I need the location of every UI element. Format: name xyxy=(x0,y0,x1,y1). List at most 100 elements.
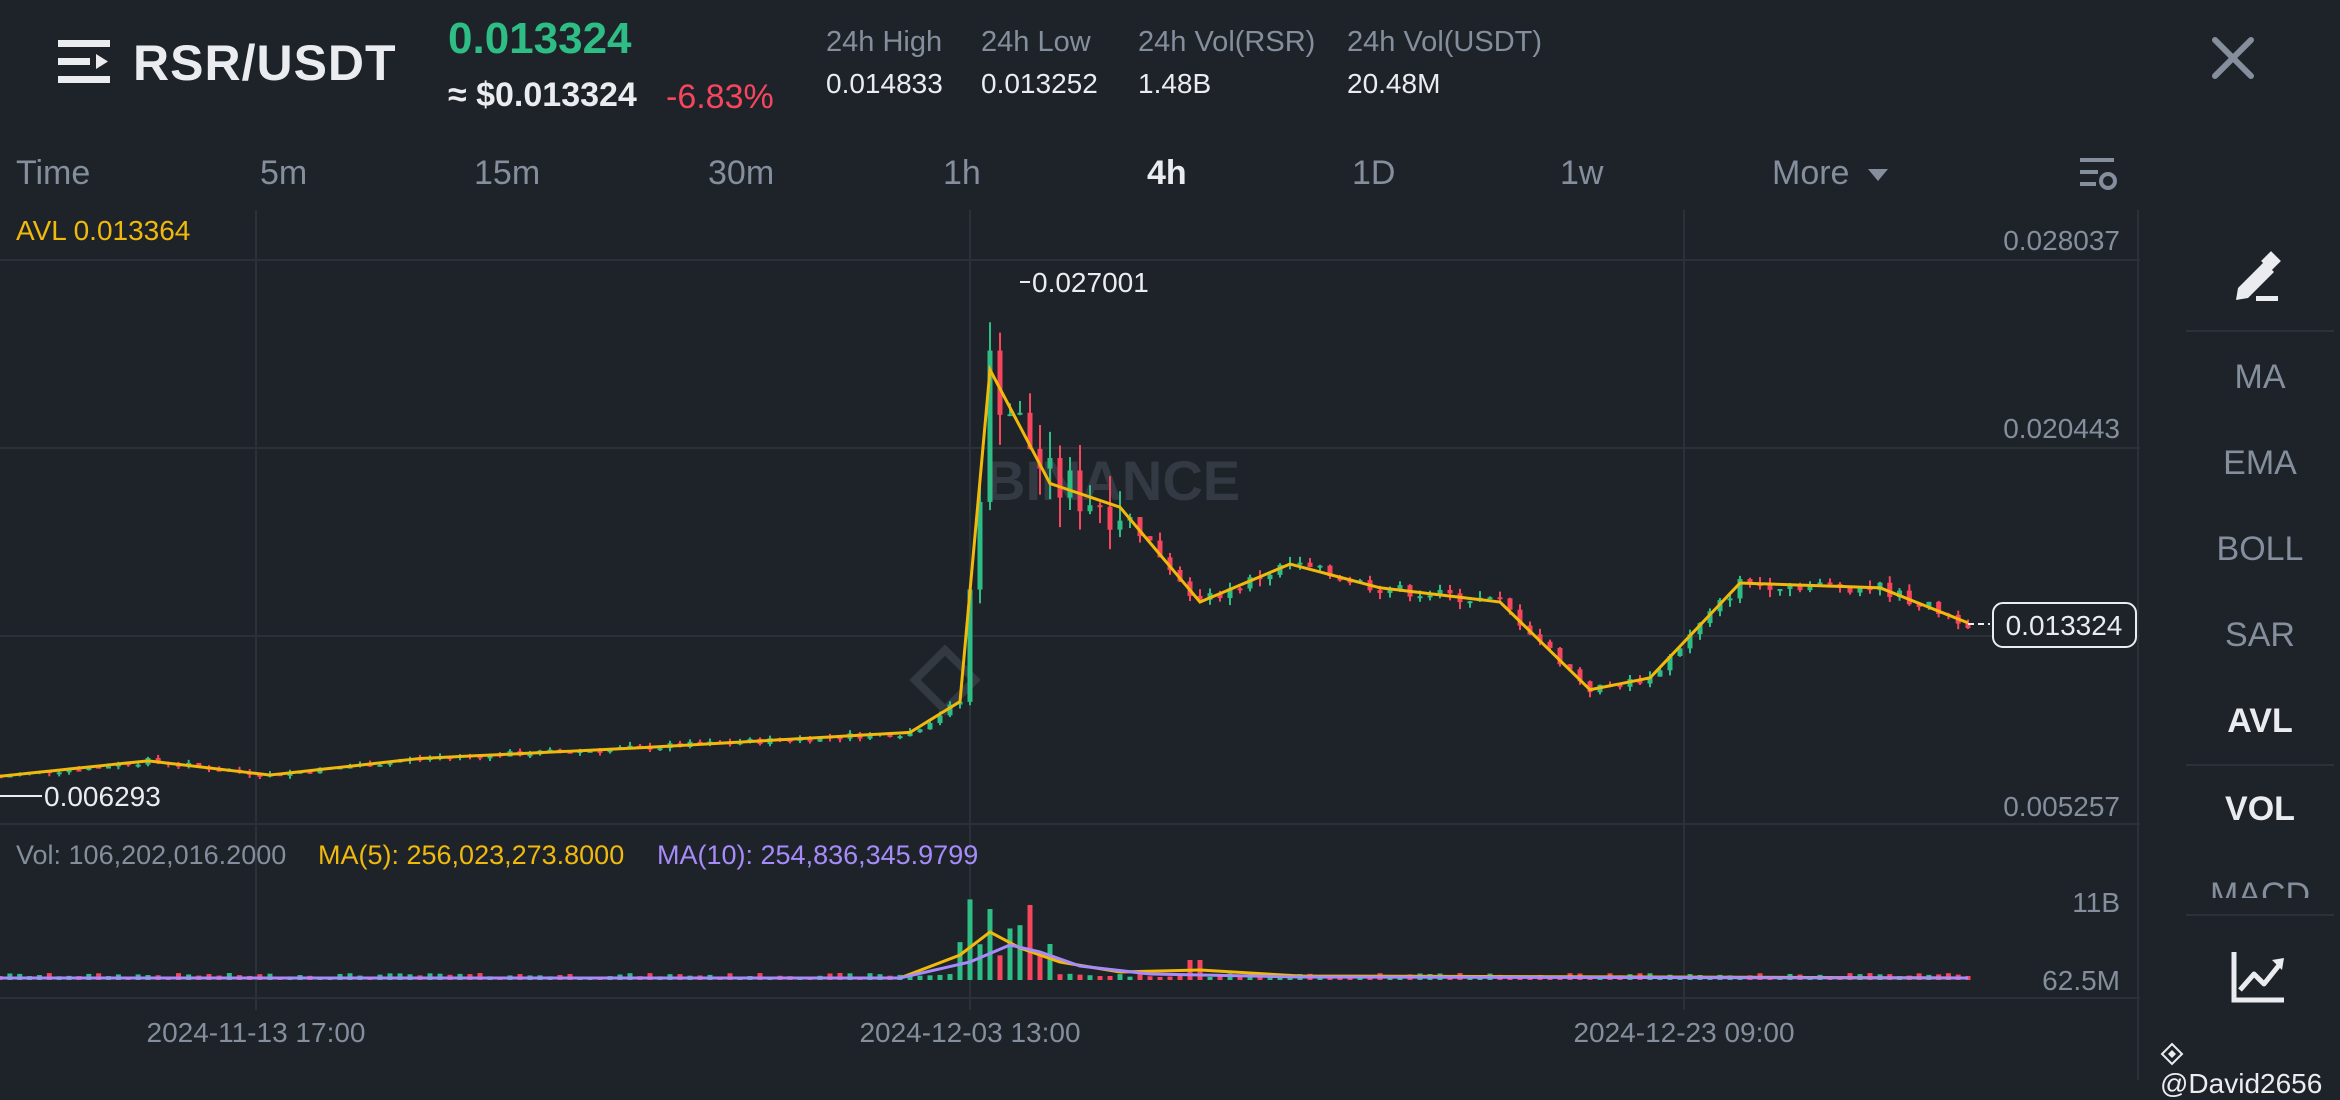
tab-more[interactable]: More xyxy=(1772,154,1889,193)
chart-grid xyxy=(0,210,2140,1080)
candle-body xyxy=(1297,562,1303,565)
rail-divider xyxy=(2186,914,2334,916)
candle-body xyxy=(1007,414,1013,417)
indicator-sar[interactable]: SAR xyxy=(2225,616,2295,654)
stat-value-24h-high: 0.014833 xyxy=(826,68,943,99)
indicator-avl[interactable]: AVL xyxy=(2227,702,2293,740)
volume-bar xyxy=(917,975,923,980)
pencil-icon[interactable] xyxy=(2228,246,2288,306)
candle-body xyxy=(96,766,102,769)
candle-body xyxy=(917,729,923,733)
tab-15m[interactable]: 15m xyxy=(474,154,541,192)
candle-body xyxy=(1547,641,1553,649)
tab-4h[interactable]: 4h xyxy=(1147,154,1187,192)
candle-body xyxy=(567,751,573,754)
candle-body xyxy=(1397,585,1403,591)
volume-bar xyxy=(1167,976,1173,980)
volume-bar xyxy=(977,944,983,980)
volume-bar xyxy=(1007,928,1013,980)
candle-body xyxy=(987,350,993,502)
vol-ma10-line xyxy=(0,943,1969,980)
candle-body xyxy=(1447,590,1453,594)
candle-body xyxy=(1647,676,1653,684)
price-axis-label: 0.028037 xyxy=(2003,225,2120,256)
candle-body xyxy=(387,762,393,765)
candle-body xyxy=(1965,623,1971,629)
avl-series-line xyxy=(0,364,1969,778)
volume-bar xyxy=(1177,975,1183,980)
time-axis-label: 2024-11-13 17:00 xyxy=(147,1017,366,1048)
vol-axis-label: 11B xyxy=(2072,887,2120,918)
time-axis-label: 2024-12-23 09:00 xyxy=(1573,1017,1794,1048)
tab-time[interactable]: Time xyxy=(16,154,91,192)
indicator-boll[interactable]: BOLL xyxy=(2216,530,2304,568)
candle-body xyxy=(1497,597,1503,600)
candle-body xyxy=(837,737,843,740)
volume-bar xyxy=(1057,974,1063,980)
price-axis-label: 0.005257 xyxy=(2003,791,2120,822)
volume-bar xyxy=(1047,943,1053,980)
candle-body xyxy=(657,748,663,751)
candle-body xyxy=(1517,609,1523,626)
candle-body xyxy=(927,723,933,730)
caret-down-icon xyxy=(1867,169,1888,182)
candle-body xyxy=(1537,634,1543,642)
volume-bar xyxy=(1217,973,1223,980)
tab-1w[interactable]: 1w xyxy=(1560,154,1604,192)
candle-body xyxy=(1887,582,1893,598)
candle-body xyxy=(1867,587,1873,591)
vol-ma5-line xyxy=(0,930,1969,980)
stat-label-24h-vol-usdt: 24h Vol(USDT) xyxy=(1347,26,1543,58)
volume-bar xyxy=(1137,973,1143,980)
indicator-ema[interactable]: EMA xyxy=(2223,444,2297,482)
candle-body xyxy=(937,715,943,724)
tab-30m[interactable]: 30m xyxy=(708,154,775,192)
volume-bar xyxy=(907,975,913,980)
candle-body xyxy=(1807,584,1813,591)
menu-icon[interactable] xyxy=(58,38,110,86)
candlestick-chart[interactable]: BINANCE AVL 0.013364 0.028037 0.020443 0… xyxy=(0,210,2140,1080)
candle-body xyxy=(1697,623,1703,635)
current-price-label: 0.013324 xyxy=(2006,610,2123,641)
volume-bar xyxy=(987,909,993,980)
candle-body xyxy=(1827,582,1833,585)
volume-ma-lines xyxy=(0,930,1969,980)
indicator-vol[interactable]: VOL xyxy=(2225,790,2295,828)
tab-5m[interactable]: 5m xyxy=(260,154,308,192)
indicator-ma[interactable]: MA xyxy=(2234,358,2286,396)
candle-body xyxy=(1487,597,1493,600)
candle-body xyxy=(257,774,263,777)
candle-body xyxy=(547,749,553,752)
candle-body xyxy=(1777,589,1783,592)
indicator-macd[interactable]: MACD xyxy=(2209,876,2311,898)
pair-title: RSR/USDT xyxy=(133,35,397,91)
volume-bar xyxy=(1087,975,1093,980)
vol-ma10-legend: MA(10): 254,836,345.9799 xyxy=(657,840,978,870)
candle-body xyxy=(196,762,202,767)
volume-bar xyxy=(1257,976,1263,980)
candle-body xyxy=(1027,412,1033,449)
candle-body xyxy=(1667,656,1673,671)
candle-body xyxy=(1097,505,1103,508)
binance-watermark: BINANCE xyxy=(909,449,1240,716)
volume-bar xyxy=(1027,904,1033,980)
candle-body xyxy=(807,738,813,742)
close-icon[interactable] xyxy=(2205,30,2261,86)
candle-body xyxy=(1227,588,1233,599)
candle-body xyxy=(1237,588,1243,591)
chart-settings-icon[interactable] xyxy=(2078,154,2118,194)
rail-divider xyxy=(2186,330,2334,332)
vol-ma5-legend: MA(5): 256,023,273.8000 xyxy=(318,840,624,870)
tab-1h[interactable]: 1h xyxy=(943,154,981,192)
stat-value-24h-vol-usdt: 20.48M xyxy=(1347,68,1441,99)
candle-body xyxy=(1167,557,1173,571)
volume-bar xyxy=(1097,976,1103,980)
volume-bars xyxy=(0,899,1971,980)
candle-body xyxy=(1117,520,1123,530)
candle-body xyxy=(1067,470,1073,498)
candle-body xyxy=(907,732,913,737)
binance-logo-icon xyxy=(2160,1042,2184,1066)
candle-body xyxy=(1567,664,1573,670)
tab-1d[interactable]: 1D xyxy=(1352,154,1396,192)
line-chart-icon[interactable] xyxy=(2230,948,2288,1006)
